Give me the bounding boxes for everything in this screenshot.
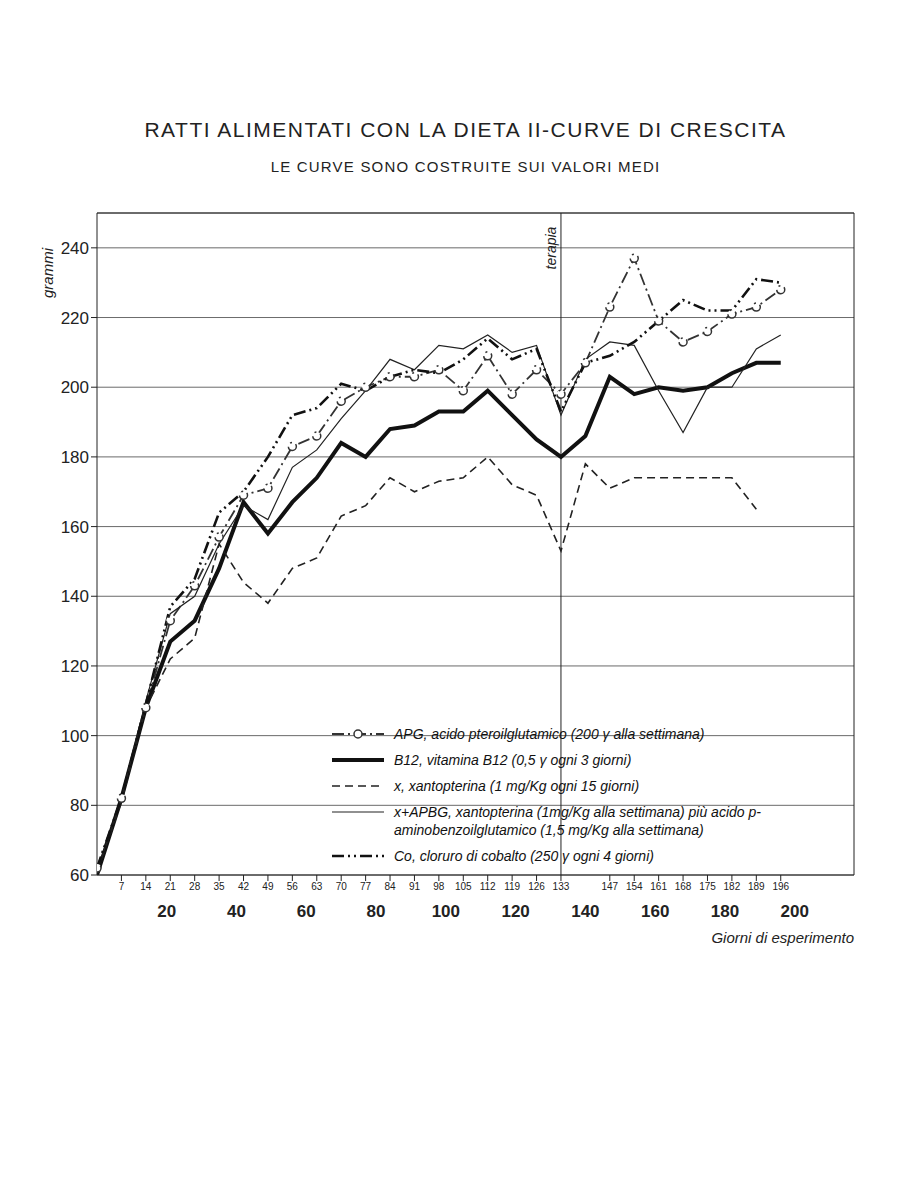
svg-text:100: 100 <box>61 727 89 746</box>
html-text:x+APBG, xantopterina (1mg/Kg a: x+APBG, xantopterina (1mg/Kg alla settim… <box>394 804 761 838</box>
html-text:RATTI ALIMENTATI CON LA DIETA: RATTI ALIMENTATI CON LA DIETA II-CURVE D… <box>144 118 787 141</box>
svg-text:20: 20 <box>157 902 176 921</box>
svg-text:63: 63 <box>311 881 323 892</box>
svg-text:80: 80 <box>70 796 89 815</box>
svg-text:14: 14 <box>140 881 152 892</box>
svg-text:60: 60 <box>297 902 316 921</box>
svg-text:189: 189 <box>748 881 765 892</box>
svg-text:133: 133 <box>553 881 570 892</box>
svg-text:175: 175 <box>699 881 716 892</box>
svg-text:42: 42 <box>238 881 250 892</box>
svg-text:60: 60 <box>70 866 89 885</box>
svg-text:120: 120 <box>501 902 529 921</box>
svg-text:49: 49 <box>262 881 274 892</box>
svg-text:84: 84 <box>384 881 396 892</box>
svg-text:160: 160 <box>641 902 669 921</box>
svg-text:140: 140 <box>61 587 89 606</box>
svg-text:180: 180 <box>61 448 89 467</box>
svg-text:182: 182 <box>724 881 741 892</box>
svg-text:200: 200 <box>61 378 89 397</box>
svg-text:240: 240 <box>61 239 89 258</box>
svg-text:Giorni di esperimento: Giorni di esperimento <box>711 929 854 946</box>
svg-text:98: 98 <box>433 881 445 892</box>
svg-text:70: 70 <box>336 881 348 892</box>
svg-text:100: 100 <box>432 902 460 921</box>
svg-text:147: 147 <box>601 881 618 892</box>
svg-text:35: 35 <box>214 881 226 892</box>
svg-text:154: 154 <box>626 881 643 892</box>
svg-text:77: 77 <box>360 881 372 892</box>
svg-text:196: 196 <box>772 881 789 892</box>
html-text:B12, vitamina B12 (0,5 γ ogni: B12, vitamina B12 (0,5 γ ogni 3 giorni) <box>394 752 632 768</box>
svg-text:140: 140 <box>571 902 599 921</box>
svg-text:40: 40 <box>227 902 246 921</box>
svg-text:180: 180 <box>711 902 739 921</box>
svg-text:200: 200 <box>781 902 809 921</box>
svg-text:21: 21 <box>165 881 177 892</box>
svg-text:119: 119 <box>504 881 520 892</box>
svg-text:112: 112 <box>480 881 496 892</box>
svg-text:160: 160 <box>61 518 89 537</box>
svg-text:126: 126 <box>528 881 545 892</box>
svg-text:grammi: grammi <box>39 247 56 298</box>
svg-text:80: 80 <box>367 902 386 921</box>
html-text:LE CURVE SONO COSTRUITE SUI VA: LE CURVE SONO COSTRUITE SUI VALORI MEDI <box>270 158 661 175</box>
svg-text:120: 120 <box>61 657 89 676</box>
svg-text:220: 220 <box>61 309 89 328</box>
svg-text:105: 105 <box>455 881 472 892</box>
svg-text:91: 91 <box>409 881 421 892</box>
svg-text:161: 161 <box>650 881 667 892</box>
svg-text:terapia: terapia <box>543 226 559 269</box>
html-text:APG, acido pteroilglutamico (2: APG, acido pteroilglutamico (200 γ alla … <box>394 726 705 742</box>
svg-text:56: 56 <box>287 881 299 892</box>
svg-text:28: 28 <box>189 881 201 892</box>
html-text:x, xantopterina (1 mg/Kg ogni: x, xantopterina (1 mg/Kg ogni 15 giorni) <box>394 778 640 794</box>
svg-text:168: 168 <box>675 881 692 892</box>
html-text:Co, cloruro di cobalto (250 γ: Co, cloruro di cobalto (250 γ ogni 4 gio… <box>394 848 654 864</box>
svg-text:7: 7 <box>119 881 125 892</box>
